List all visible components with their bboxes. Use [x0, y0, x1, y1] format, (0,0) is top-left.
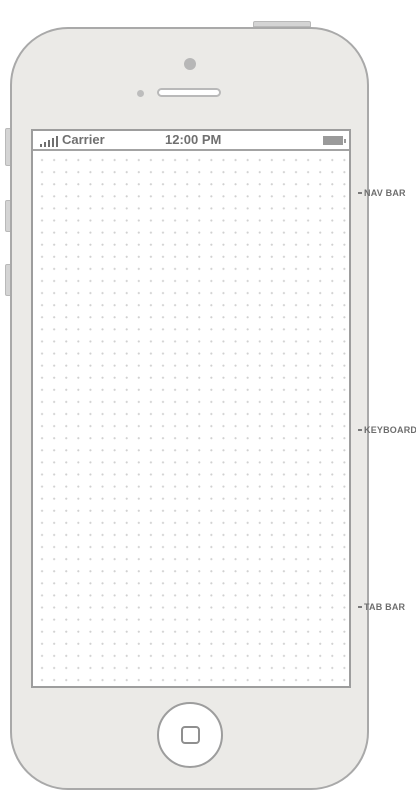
tab-bar-marker: [358, 606, 362, 608]
dot-grid-canvas: [33, 151, 349, 686]
phone-screen: Carrier 12:00 PM: [31, 129, 351, 688]
battery-icon: [323, 136, 346, 145]
status-time: 12:00 PM: [165, 132, 222, 147]
home-button-square-icon: [181, 726, 200, 744]
tab-bar-label: TAB BAR: [364, 602, 406, 612]
earpiece-speaker: [157, 88, 221, 97]
power-button: [253, 21, 311, 27]
home-button[interactable]: [157, 702, 223, 768]
nav-bar-label: NAV BAR: [364, 188, 406, 198]
keyboard-label: KEYBOARD: [364, 425, 416, 435]
carrier-label: Carrier: [62, 132, 105, 147]
nav-bar-marker: [358, 192, 362, 194]
front-camera: [184, 58, 196, 70]
keyboard-marker: [358, 429, 362, 431]
signal-bars-icon: [40, 136, 60, 147]
status-bar: Carrier 12:00 PM: [33, 131, 349, 151]
proximity-sensor: [137, 90, 144, 97]
